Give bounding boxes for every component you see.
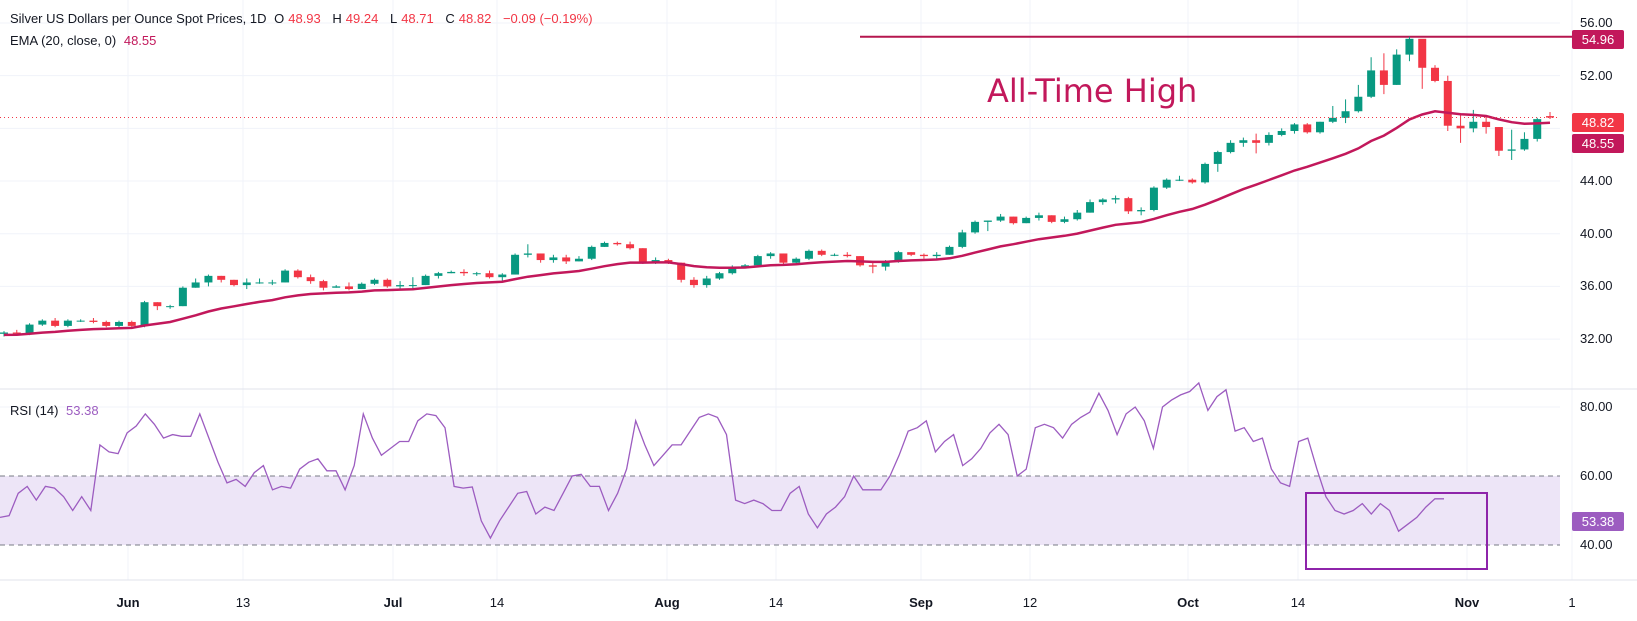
rsi-legend: RSI (14) 53.38 xyxy=(10,403,103,418)
rsi-tick: 80.00 xyxy=(1580,399,1613,414)
price-tick: 44.00 xyxy=(1580,173,1613,189)
time-tick: Aug xyxy=(654,595,680,610)
ath-price-tag: 54.96 xyxy=(1572,30,1624,49)
symbol-title: Silver US Dollars per Ounce Spot Prices,… xyxy=(10,11,267,26)
price-tick: 36.00 xyxy=(1580,278,1613,294)
change-value: −0.09 (−0.19%) xyxy=(502,11,593,26)
all-time-high-annotation: All-Time High xyxy=(987,72,1198,110)
high-value: H 49.24 xyxy=(332,11,379,26)
open-value: O 48.93 xyxy=(274,11,321,26)
rsi-highlight-box xyxy=(1305,492,1488,570)
candlestick-series xyxy=(0,36,1554,337)
time-tick: Jun xyxy=(116,595,140,610)
time-tick: 14 xyxy=(768,595,784,610)
price-tick: 32.00 xyxy=(1580,331,1613,347)
rsi-line xyxy=(0,381,1444,540)
time-tick: 14 xyxy=(1290,595,1306,610)
ema-price-tag: 48.55 xyxy=(1572,134,1624,153)
time-tick: 14 xyxy=(489,595,505,610)
rsi-value-tag: 53.38 xyxy=(1572,512,1624,531)
rsi-label: RSI (14) xyxy=(10,403,59,418)
close-value: C 48.82 xyxy=(445,11,492,26)
ema-label: EMA (20, close, 0) xyxy=(10,33,117,48)
time-tick: Nov xyxy=(1454,595,1480,610)
symbol-legend: Silver US Dollars per Ounce Spot Prices,… xyxy=(10,11,597,26)
time-tick: 1 xyxy=(1568,595,1576,610)
time-tick: 13 xyxy=(235,595,251,610)
last-price-tag: 48.82 xyxy=(1572,113,1624,132)
price-tick: 56.00 xyxy=(1580,15,1613,30)
price-tick: 40.00 xyxy=(1580,225,1613,241)
rsi-tick: 40.00 xyxy=(1580,537,1613,552)
price-tick: 52.00 xyxy=(1580,67,1613,83)
rsi-value: 53.38 xyxy=(66,403,99,418)
time-tick: 12 xyxy=(1022,595,1038,610)
time-tick: Jul xyxy=(383,595,403,610)
ema-value: 48.55 xyxy=(123,33,157,48)
low-value: L 48.71 xyxy=(389,11,434,26)
time-tick: Sep xyxy=(909,595,933,610)
ema-legend: EMA (20, close, 0) 48.55 xyxy=(10,33,160,48)
time-tick: Oct xyxy=(1177,595,1199,610)
rsi-tick: 60.00 xyxy=(1580,468,1613,483)
ema-line xyxy=(0,110,1560,337)
